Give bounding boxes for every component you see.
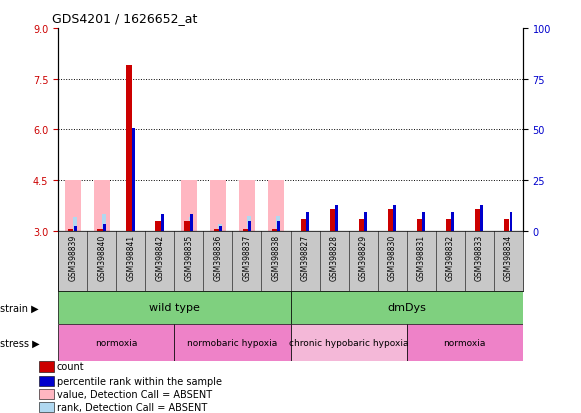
Bar <box>243 230 248 231</box>
Text: GSM398832: GSM398832 <box>446 234 455 280</box>
Text: GSM398837: GSM398837 <box>242 234 252 280</box>
Text: GSM398831: GSM398831 <box>417 234 426 280</box>
Bar <box>189 218 193 231</box>
Bar <box>190 214 193 231</box>
Text: percentile rank within the sample: percentile rank within the sample <box>57 376 222 386</box>
Bar <box>132 128 135 231</box>
Text: wild type: wild type <box>149 303 200 313</box>
Text: stress ▶: stress ▶ <box>0 338 40 348</box>
Text: dmDys: dmDys <box>388 303 426 313</box>
Bar <box>504 219 509 231</box>
Text: GSM398841: GSM398841 <box>126 234 135 280</box>
Text: GSM398834: GSM398834 <box>504 234 513 280</box>
Text: chronic hypobaric hypoxia: chronic hypobaric hypoxia <box>289 338 408 347</box>
Bar <box>407 324 523 361</box>
Bar <box>451 213 454 231</box>
Bar <box>239 180 255 231</box>
Bar <box>210 180 226 231</box>
Text: count: count <box>57 361 84 372</box>
Bar <box>214 230 218 231</box>
Text: strain ▶: strain ▶ <box>0 303 38 313</box>
Bar <box>58 324 174 361</box>
Bar <box>103 225 106 231</box>
Text: value, Detection Call = ABSENT: value, Detection Call = ABSENT <box>57 389 212 399</box>
Bar <box>417 219 422 231</box>
Text: GSM398827: GSM398827 <box>300 234 310 280</box>
Bar <box>184 221 189 231</box>
Bar <box>127 66 131 231</box>
Bar <box>248 221 251 231</box>
Bar <box>446 219 451 231</box>
Bar <box>174 324 290 361</box>
Bar <box>94 180 110 231</box>
Text: rank, Detection Call = ABSENT: rank, Detection Call = ABSENT <box>57 402 207 412</box>
Bar <box>301 219 306 231</box>
Bar <box>161 214 164 231</box>
Bar <box>64 180 81 231</box>
Bar <box>277 221 280 231</box>
Bar <box>475 209 480 231</box>
Bar <box>69 230 73 231</box>
Bar <box>276 216 280 231</box>
Bar <box>102 214 106 231</box>
Text: GSM398838: GSM398838 <box>271 234 281 280</box>
Bar <box>39 361 54 372</box>
Bar <box>393 206 396 231</box>
Bar <box>364 213 367 231</box>
Text: GSM398828: GSM398828 <box>329 234 339 280</box>
Text: normobaric hypoxia: normobaric hypoxia <box>187 338 278 347</box>
Bar <box>218 225 222 231</box>
Bar <box>306 213 309 231</box>
Bar <box>290 324 407 361</box>
Text: normoxia: normoxia <box>95 338 137 347</box>
Bar <box>388 209 393 231</box>
Text: GSM398836: GSM398836 <box>213 234 223 280</box>
Bar <box>268 180 284 231</box>
Bar <box>359 219 364 231</box>
Bar <box>480 206 483 231</box>
Bar <box>510 213 512 231</box>
Text: normoxia: normoxia <box>444 338 486 347</box>
Bar <box>39 401 54 412</box>
Bar <box>330 209 335 231</box>
Bar <box>422 213 425 231</box>
Bar <box>39 389 54 399</box>
Text: GDS4201 / 1626652_at: GDS4201 / 1626652_at <box>52 12 198 25</box>
Bar <box>335 206 338 231</box>
Text: GSM398833: GSM398833 <box>475 234 484 280</box>
Bar <box>272 230 277 231</box>
Text: GSM398830: GSM398830 <box>388 234 397 280</box>
Bar <box>74 226 77 231</box>
Text: GSM398829: GSM398829 <box>358 234 368 280</box>
Bar <box>39 376 54 386</box>
Bar <box>290 291 523 324</box>
Text: GSM398842: GSM398842 <box>155 234 164 280</box>
Bar <box>219 226 222 231</box>
Text: GSM398840: GSM398840 <box>97 234 106 280</box>
Bar <box>58 291 290 324</box>
Bar <box>155 221 160 231</box>
Text: GSM398839: GSM398839 <box>68 234 77 280</box>
Bar <box>247 216 251 231</box>
Text: GSM398835: GSM398835 <box>184 234 193 280</box>
Bar <box>181 180 197 231</box>
Bar <box>98 230 102 231</box>
Bar <box>73 218 77 231</box>
